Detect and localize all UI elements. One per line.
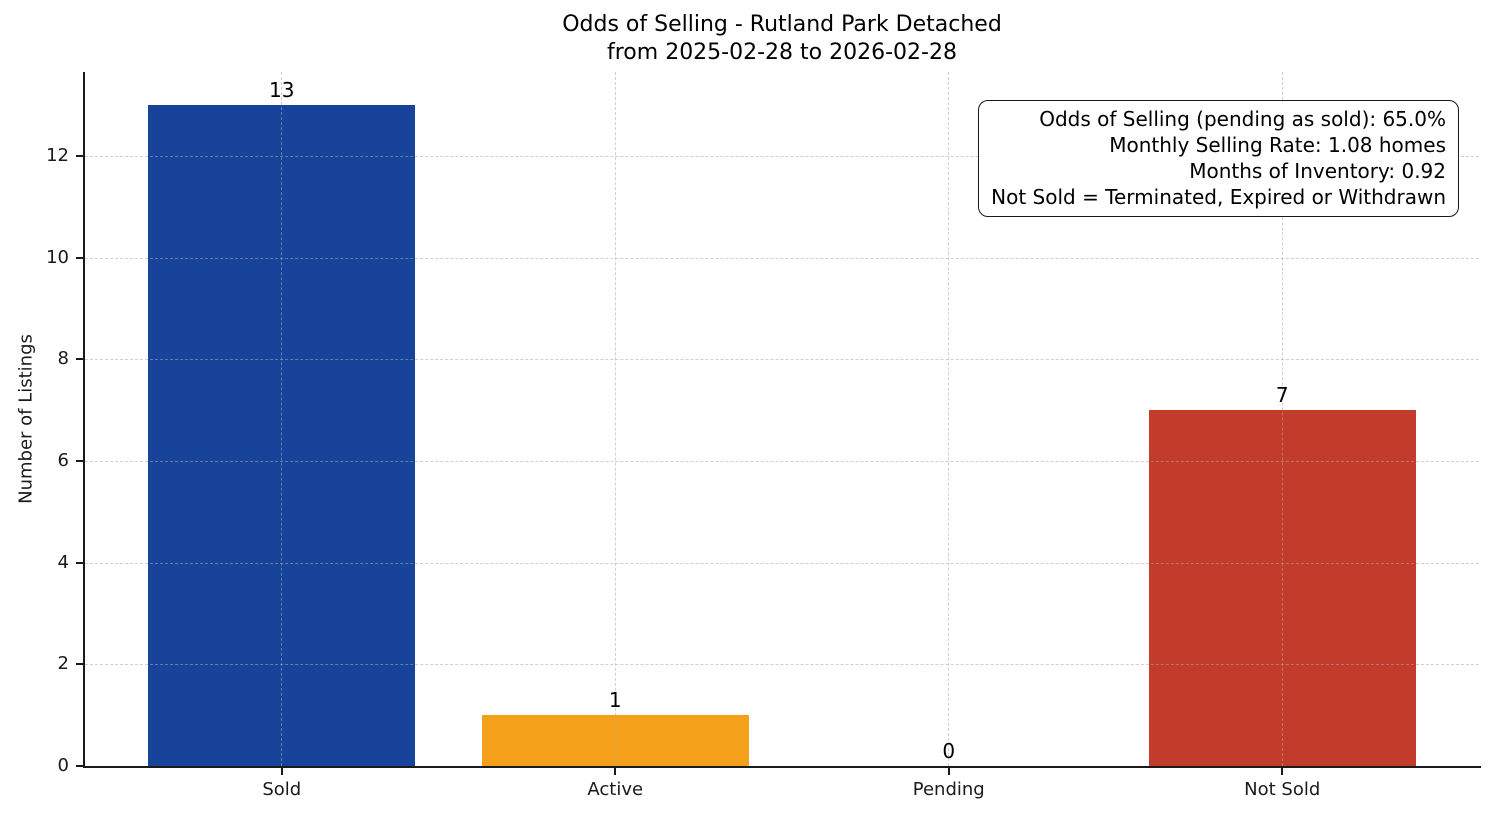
x-gridline (1281, 72, 1283, 766)
x-tick-mark (280, 768, 283, 775)
chart-subtitle: from 2025-02-28 to 2026-02-28 (607, 40, 957, 65)
y-tick-label: 6 (57, 449, 69, 471)
y-gridline (85, 359, 1479, 361)
y-gridline (85, 155, 1479, 157)
y-tick-mark (76, 765, 83, 767)
bar-value-label: 13 (269, 78, 295, 103)
chart-title: Odds of Selling - Rutland Park Detached (562, 12, 1002, 37)
y-axis-spine (83, 72, 85, 768)
x-tick-mark (614, 768, 617, 775)
bar-value-label: 1 (608, 688, 622, 713)
x-tick-label: Pending (912, 779, 985, 800)
y-gridline (85, 664, 1479, 666)
y-tick-mark (76, 663, 83, 666)
annotation-line-selling-rate: Monthly Selling Rate: 1.08 homes (1109, 133, 1446, 157)
x-gridline (614, 72, 616, 766)
y-tick-mark (76, 561, 83, 564)
x-tick-label: Not Sold (1244, 779, 1321, 800)
y-tick-label: 4 (57, 551, 69, 573)
y-tick-mark (76, 358, 83, 361)
annotation-line-odds: Odds of Selling (pending as sold): 65.0% (1039, 107, 1446, 131)
bar-value-label: 7 (1275, 383, 1289, 408)
x-tick-mark (1281, 768, 1284, 775)
y-gridline (85, 562, 1479, 564)
y-tick-label: 8 (57, 348, 69, 370)
y-tick-mark (76, 459, 83, 462)
y-tick-mark (76, 256, 83, 259)
y-tick-label: 2 (57, 653, 69, 675)
x-tick-label: Sold (262, 779, 302, 800)
y-tick-label: 0 (57, 755, 69, 776)
x-tick-mark (947, 768, 950, 775)
y-tick-label: 10 (46, 246, 69, 268)
x-gridline (948, 72, 950, 766)
annotation-line-not-sold-note: Not Sold = Terminated, Expired or Withdr… (991, 185, 1446, 209)
plot-area: Sold 13 Active 1 Pending 0 Not Sold 7 0 2 4 6 8 10 12 (46, 72, 1481, 800)
chart-title-block: Odds of Selling - Rutland Park Detached … (85, 11, 1479, 67)
bar-value-label: 0 (942, 739, 956, 763)
annotation-line-inventory: Months of Inventory: 0.92 (1189, 159, 1446, 183)
annotation-box: Odds of Selling (pending as sold): 65.0%… (978, 100, 1459, 217)
x-axis-spine (83, 766, 1481, 768)
x-tick-label: Active (587, 779, 644, 800)
y-tick-mark (76, 154, 83, 157)
y-gridline (85, 257, 1479, 259)
x-gridline (281, 72, 283, 766)
y-tick-label: 12 (46, 144, 69, 166)
y-gridline (85, 460, 1479, 462)
